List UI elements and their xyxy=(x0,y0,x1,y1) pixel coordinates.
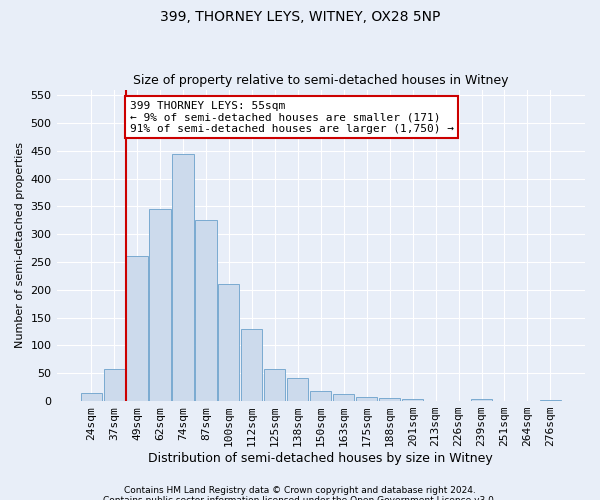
Text: Contains HM Land Registry data © Crown copyright and database right 2024.: Contains HM Land Registry data © Crown c… xyxy=(124,486,476,495)
Bar xyxy=(333,394,354,401)
Bar xyxy=(127,256,148,401)
Bar xyxy=(540,400,561,401)
Bar xyxy=(172,154,194,401)
Text: Contains public sector information licensed under the Open Government Licence v3: Contains public sector information licen… xyxy=(103,496,497,500)
Title: Size of property relative to semi-detached houses in Witney: Size of property relative to semi-detach… xyxy=(133,74,509,87)
Bar xyxy=(264,370,286,401)
Text: 399 THORNEY LEYS: 55sqm
← 9% of semi-detached houses are smaller (171)
91% of se: 399 THORNEY LEYS: 55sqm ← 9% of semi-det… xyxy=(130,100,454,134)
Bar xyxy=(379,398,400,401)
Bar xyxy=(241,329,262,401)
Bar xyxy=(218,284,239,401)
Bar xyxy=(471,399,492,401)
Bar xyxy=(356,396,377,401)
Bar xyxy=(104,369,125,401)
Y-axis label: Number of semi-detached properties: Number of semi-detached properties xyxy=(15,142,25,348)
Bar xyxy=(287,378,308,401)
X-axis label: Distribution of semi-detached houses by size in Witney: Distribution of semi-detached houses by … xyxy=(148,452,493,465)
Bar xyxy=(196,220,217,401)
Bar xyxy=(402,399,423,401)
Bar xyxy=(80,392,101,401)
Bar xyxy=(310,391,331,401)
Text: 399, THORNEY LEYS, WITNEY, OX28 5NP: 399, THORNEY LEYS, WITNEY, OX28 5NP xyxy=(160,10,440,24)
Bar xyxy=(149,209,170,401)
